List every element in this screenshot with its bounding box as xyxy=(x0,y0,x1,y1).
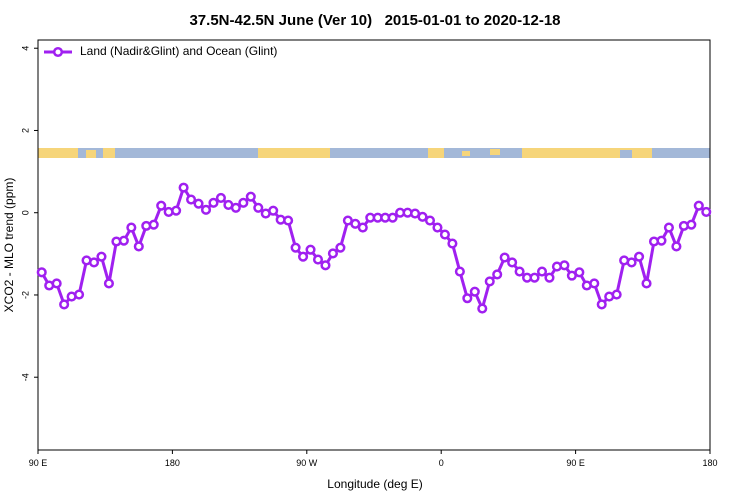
data-point xyxy=(641,278,652,289)
data-point xyxy=(88,257,100,268)
data-point xyxy=(335,242,346,253)
y-axis-label: XCO2 - MLO trend (ppm) xyxy=(2,178,16,313)
x-tick-label: 180 xyxy=(702,458,717,468)
data-point xyxy=(574,267,585,278)
data-point xyxy=(118,235,129,246)
data-point xyxy=(290,242,301,253)
data-point xyxy=(305,244,316,255)
data-point xyxy=(454,266,465,277)
x-tick-label: 90 E xyxy=(29,458,48,468)
data-point xyxy=(103,278,114,289)
data-point xyxy=(447,238,458,249)
y-tick-label: -2 xyxy=(20,291,30,299)
data-point xyxy=(544,272,555,283)
data-point xyxy=(59,299,70,310)
data-point xyxy=(230,202,241,213)
data-point xyxy=(171,205,182,216)
data-point xyxy=(499,252,510,263)
data-point xyxy=(215,192,226,203)
data-point xyxy=(634,251,645,262)
data-point xyxy=(484,276,495,287)
data-point xyxy=(536,266,548,277)
data-point xyxy=(469,286,480,297)
data-point xyxy=(148,219,159,230)
data-point xyxy=(298,251,309,262)
x-tick-label: 180 xyxy=(165,458,180,468)
data-point xyxy=(417,211,428,222)
data-point xyxy=(424,215,436,226)
x-tick-label: 0 xyxy=(439,458,444,468)
data-point xyxy=(462,293,473,304)
data-point xyxy=(626,257,637,268)
data-point xyxy=(492,269,503,280)
data-point xyxy=(96,251,107,262)
data-point xyxy=(208,197,219,208)
y-tick-label: -4 xyxy=(20,373,30,381)
data-point xyxy=(701,206,712,217)
data-point xyxy=(245,191,256,202)
data-point xyxy=(656,235,667,246)
data-point xyxy=(596,299,607,310)
data-point xyxy=(178,182,189,193)
data-point xyxy=(507,257,518,268)
legend: Land (Nadir&Glint) and Ocean (Glint) xyxy=(44,44,277,58)
data-point xyxy=(439,229,450,240)
data-point xyxy=(663,222,674,233)
x-tick-label: 90 E xyxy=(566,458,585,468)
data-point xyxy=(283,215,294,226)
data-point xyxy=(350,218,361,229)
chart-title: 37.5N-42.5N June (Ver 10) 2015-01-01 to … xyxy=(189,12,560,29)
legend-marker xyxy=(52,46,64,58)
data-point xyxy=(74,289,85,300)
y-tick-label: 2 xyxy=(20,128,30,133)
y-tick-label: 4 xyxy=(20,46,30,51)
data-point xyxy=(477,303,488,314)
data-point xyxy=(387,212,398,223)
data-point xyxy=(320,260,331,271)
data-point xyxy=(671,241,682,252)
data-point xyxy=(156,200,167,211)
data-point xyxy=(432,222,443,233)
data-point xyxy=(611,289,622,300)
data-point xyxy=(268,205,279,216)
data-point xyxy=(126,222,137,233)
plot-frame xyxy=(37,39,711,451)
data-point xyxy=(693,200,704,211)
data-point xyxy=(589,278,600,289)
data-point xyxy=(559,260,570,271)
x-tick-label: 90 W xyxy=(296,458,318,468)
y-tick-label: 0 xyxy=(20,210,30,215)
data-point xyxy=(253,202,264,213)
data-point xyxy=(200,204,212,215)
data-point xyxy=(238,197,249,208)
data-point xyxy=(133,241,144,252)
land-ocean-strip xyxy=(38,148,710,158)
data-point xyxy=(529,272,540,283)
data-point xyxy=(686,219,697,230)
data-point xyxy=(186,194,197,205)
legend-label: Land (Nadir&Glint) and Ocean (Glint) xyxy=(80,44,277,58)
data-point xyxy=(51,278,62,289)
data-point xyxy=(36,267,47,278)
data-point xyxy=(312,254,324,265)
data-point xyxy=(193,198,204,209)
data-point xyxy=(327,248,338,259)
data-point xyxy=(514,266,525,277)
data-point xyxy=(357,222,368,233)
x-axis-label: Longitude (deg E) xyxy=(327,477,422,491)
